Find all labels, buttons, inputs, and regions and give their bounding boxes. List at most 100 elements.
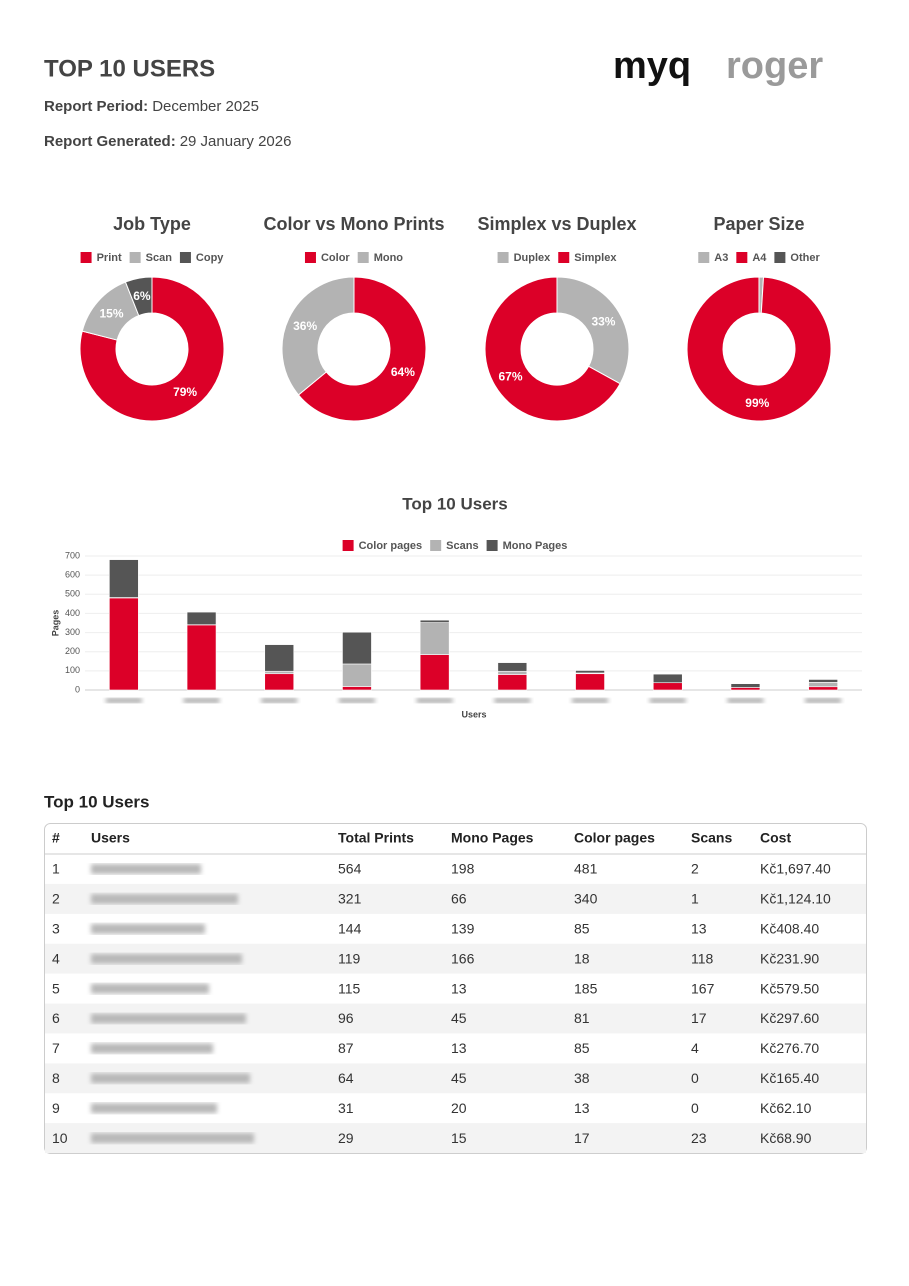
legend: Color Mono [304,252,404,264]
table-cell: 31 [338,1100,354,1116]
legend: Color pages Scans Mono Pages [342,540,567,552]
table-cell: 29 [338,1130,354,1146]
table-cell: 564 [338,861,362,877]
y-tick-label: 400 [65,608,80,618]
legend-swatch [342,540,354,551]
table-cell: Kč579.50 [760,980,819,996]
table-cell: 9 [52,1100,60,1116]
blurred-name [183,698,220,703]
blurred-user [91,893,238,904]
bar-segment [264,644,295,672]
bar-segment [264,670,295,675]
report-title: TOP 10 USERS [44,55,215,82]
table-cell: 7 [52,1040,60,1056]
chart-title: Paper Size [713,214,804,234]
table-cell: Kč62.10 [760,1100,812,1116]
slice-label: 64% [391,365,415,379]
legend: Duplex Simplex [497,252,617,264]
table-cell: 4 [691,1040,699,1056]
donut-slice [281,276,355,396]
table-cell: 85 [574,1040,590,1056]
donut-slice [556,276,630,385]
legend: Print Scan Copy [80,252,224,264]
y-axis-label: Pages [50,610,60,637]
y-tick-label: 100 [65,665,80,675]
table-cell: 17 [574,1130,590,1146]
bar-segment [186,611,217,626]
slice-label: 6% [133,289,151,303]
legend-swatch [129,252,141,263]
blurred-user [91,1013,246,1024]
legend-label: Mono [374,252,404,264]
column-header: # [52,830,60,846]
table-cell: Kč1,124.10 [760,891,831,907]
blurred-user [91,1133,254,1144]
column-header: Total Prints [338,830,414,846]
bar-segment [730,687,761,691]
slice-label: 67% [499,370,523,384]
legend-swatch [736,252,748,263]
bar-segment [497,662,528,672]
bar-segment [419,622,450,655]
donut-slice [686,276,832,422]
bar-segment [730,683,761,688]
legend-label: Duplex [514,252,552,264]
legend-swatch [430,540,442,551]
table-cell: 1 [691,891,699,907]
legend-swatch [558,252,570,263]
slice-label: 36% [293,319,317,333]
table-cell: 85 [574,921,590,937]
generated: 29 January 2026 [180,133,292,150]
blurred-name [105,698,142,703]
blurred-user [91,923,205,934]
legend-label: Copy [196,252,224,264]
table-cell: 20 [451,1100,467,1116]
slice-label: 33% [591,315,615,329]
legend-swatch [497,252,509,263]
table-cell: Kč68.90 [760,1130,812,1146]
slice-label: 15% [99,306,123,320]
y-tick-label: 500 [65,589,80,599]
table-cell: 166 [451,950,475,966]
chart-title: Color vs Mono Prints [263,214,444,234]
y-tick-label: 700 [65,550,80,560]
bar-segment [342,631,372,665]
legend: A3 A4 Other [698,252,820,264]
table-cell: 185 [574,980,598,996]
table-cell: Kč297.60 [760,1010,819,1026]
table-cell: 167 [691,980,715,996]
slice-label: 79% [173,385,197,399]
table-cell: 115 [338,980,361,996]
chart-title: Job Type [113,214,191,234]
table-cell: 118 [691,950,714,966]
column-header: Users [91,830,130,846]
blurred-user [91,864,201,874]
x-axis-label: Users [461,709,486,719]
y-tick-label: 600 [65,570,80,580]
blurred-name [416,698,453,703]
blurred-user [91,983,209,994]
table-cell: 2 [691,861,699,877]
table-cell: 17 [691,1010,707,1026]
table-cell: 3 [52,921,60,937]
table-cell: 81 [574,1010,590,1026]
bar-segment [575,670,605,674]
period: December 2025 [152,98,259,115]
report-period: Report Period: December 2025 [44,98,259,115]
report-generated: Report Generated: 29 January 2026 [44,133,291,150]
table-cell: 23 [691,1130,707,1146]
bar-segment [652,682,683,691]
blurred-name [649,698,686,703]
legend-label: Simplex [574,252,617,264]
generated-label: Report Generated: [44,133,176,150]
bar-segment [808,682,838,688]
column-header: Color pages [574,830,655,846]
slice-label: 99% [745,396,769,410]
legend-swatch [179,252,191,263]
table-cell: Kč276.70 [760,1040,819,1056]
table-cell: 15 [451,1130,467,1146]
donut-slice [484,276,621,422]
bar-segment [497,670,528,675]
blurred-user [91,1073,250,1084]
